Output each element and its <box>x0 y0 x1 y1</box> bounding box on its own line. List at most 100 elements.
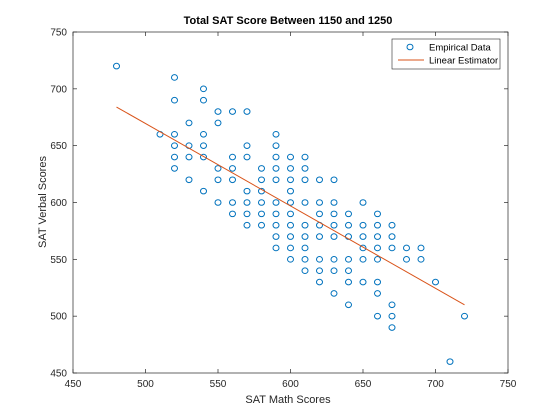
data-point <box>214 108 222 115</box>
data-point <box>243 153 251 161</box>
data-point <box>345 278 352 286</box>
data-point <box>287 244 294 252</box>
data-point <box>388 221 396 229</box>
data-point <box>330 199 338 206</box>
data-point <box>214 165 222 172</box>
y-tick-label: 550 <box>50 255 67 266</box>
data-point <box>200 187 207 195</box>
data-point <box>272 131 280 138</box>
x-tick-label: 600 <box>282 379 299 390</box>
data-point <box>185 176 193 184</box>
data-point <box>185 119 193 127</box>
data-point <box>330 176 338 184</box>
data-point <box>243 199 251 206</box>
data-point <box>316 176 323 184</box>
data-point <box>272 210 280 218</box>
data-layer <box>113 62 468 365</box>
data-point <box>301 233 309 240</box>
y-tick-label: 750 <box>50 28 67 39</box>
fit-line <box>116 106 465 306</box>
data-point <box>388 244 396 252</box>
data-point <box>243 108 251 115</box>
data-point <box>258 221 265 229</box>
data-point <box>272 221 280 229</box>
legend-label-linear-estimator: Linear Estimator <box>429 56 498 67</box>
y-tick-label: 700 <box>50 84 67 95</box>
data-point <box>229 210 236 218</box>
data-point <box>287 165 294 172</box>
y-axis-ticks: 450 500 550 600 650 700 750 <box>50 28 508 380</box>
data-point <box>287 210 294 218</box>
data-point <box>301 267 309 275</box>
data-point <box>374 210 381 218</box>
data-point <box>200 85 207 93</box>
y-tick-label: 600 <box>50 198 67 209</box>
x-tick-label: 450 <box>65 379 82 390</box>
data-point <box>301 153 309 161</box>
data-point <box>287 233 294 240</box>
data-point <box>258 176 265 184</box>
data-point <box>229 165 236 172</box>
x-tick-label: 750 <box>500 379 517 390</box>
plot-background <box>73 32 508 373</box>
data-point <box>359 221 367 229</box>
data-point <box>316 233 323 240</box>
data-point <box>301 244 309 252</box>
data-point <box>287 153 294 161</box>
data-point <box>374 233 381 240</box>
data-point <box>301 199 309 206</box>
data-point <box>243 187 251 195</box>
data-point <box>374 221 381 229</box>
x-axis-label: SAT Math Scores <box>245 394 331 406</box>
data-point <box>301 221 309 229</box>
data-point <box>345 256 352 263</box>
data-point <box>359 278 367 286</box>
data-point <box>345 267 352 275</box>
data-point <box>359 244 367 252</box>
y-tick-label: 650 <box>50 141 67 152</box>
data-point <box>258 165 265 172</box>
data-point <box>200 96 207 104</box>
x-axis-ticks: 450 500 550 600 650 700 750 <box>65 32 517 390</box>
data-point <box>461 312 468 320</box>
data-point <box>272 233 280 240</box>
data-point <box>243 142 251 149</box>
data-point <box>272 176 280 184</box>
data-point <box>243 221 251 229</box>
data-point <box>243 210 251 218</box>
chart-title: Total SAT Score Between 1150 and 1250 <box>184 15 393 27</box>
data-point <box>287 187 294 195</box>
data-point <box>214 176 222 184</box>
data-point <box>214 199 222 206</box>
data-point <box>330 256 338 263</box>
data-point <box>171 153 178 161</box>
data-point <box>272 244 280 252</box>
data-point <box>388 233 396 240</box>
data-point <box>258 199 265 206</box>
data-point <box>374 312 381 320</box>
data-point <box>345 210 352 218</box>
data-point <box>359 233 367 240</box>
x-tick-label: 650 <box>355 379 372 390</box>
data-point <box>345 221 352 229</box>
plot-area <box>73 32 508 373</box>
data-point <box>171 165 178 172</box>
data-point <box>287 176 294 184</box>
data-point <box>374 256 381 263</box>
data-point <box>272 199 280 206</box>
data-point <box>330 290 338 297</box>
data-point <box>403 256 410 263</box>
data-point <box>417 244 425 252</box>
legend-scatter-marker <box>406 43 414 51</box>
data-point <box>171 131 178 138</box>
data-point <box>301 165 309 172</box>
data-point <box>229 153 236 161</box>
data-point <box>359 199 367 206</box>
data-point <box>185 153 193 161</box>
data-point <box>388 324 396 331</box>
data-point <box>214 119 222 127</box>
data-point <box>374 278 381 286</box>
data-point <box>171 142 178 149</box>
